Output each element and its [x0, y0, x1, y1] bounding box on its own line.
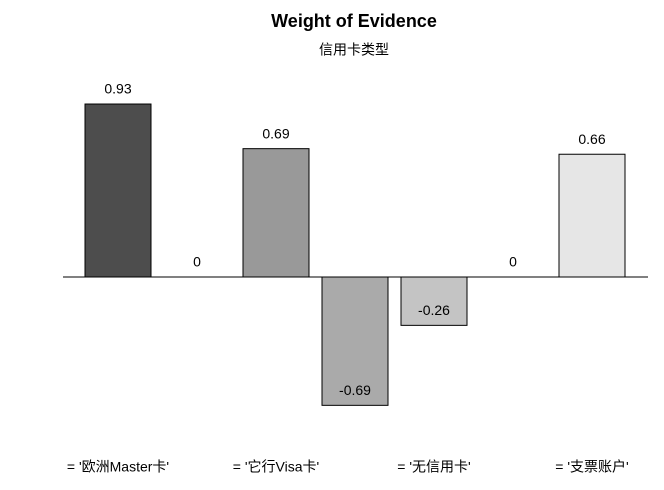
value-label: -0.26 [418, 302, 450, 318]
value-label: 0 [193, 254, 201, 270]
value-label: 0.66 [578, 131, 605, 147]
value-label: 0.69 [262, 125, 289, 141]
value-label: -0.69 [339, 382, 371, 398]
chart-title: Weight of Evidence [271, 11, 437, 31]
bar [321, 276, 389, 406]
bar [400, 276, 468, 326]
chart-subtitle: 信用卡类型 [319, 42, 389, 58]
bar [558, 153, 626, 278]
bar [242, 148, 310, 278]
x-tick-label: = '欧洲Master卡' [67, 459, 169, 475]
x-tick-label: = '支票账户' [555, 459, 628, 475]
value-label: 0 [509, 254, 517, 270]
x-tick-label: = '无信用卡' [397, 459, 470, 475]
bar [84, 103, 152, 278]
x-tick-label: = '它行Visa卡' [233, 459, 319, 475]
value-label: 0.93 [104, 81, 131, 97]
